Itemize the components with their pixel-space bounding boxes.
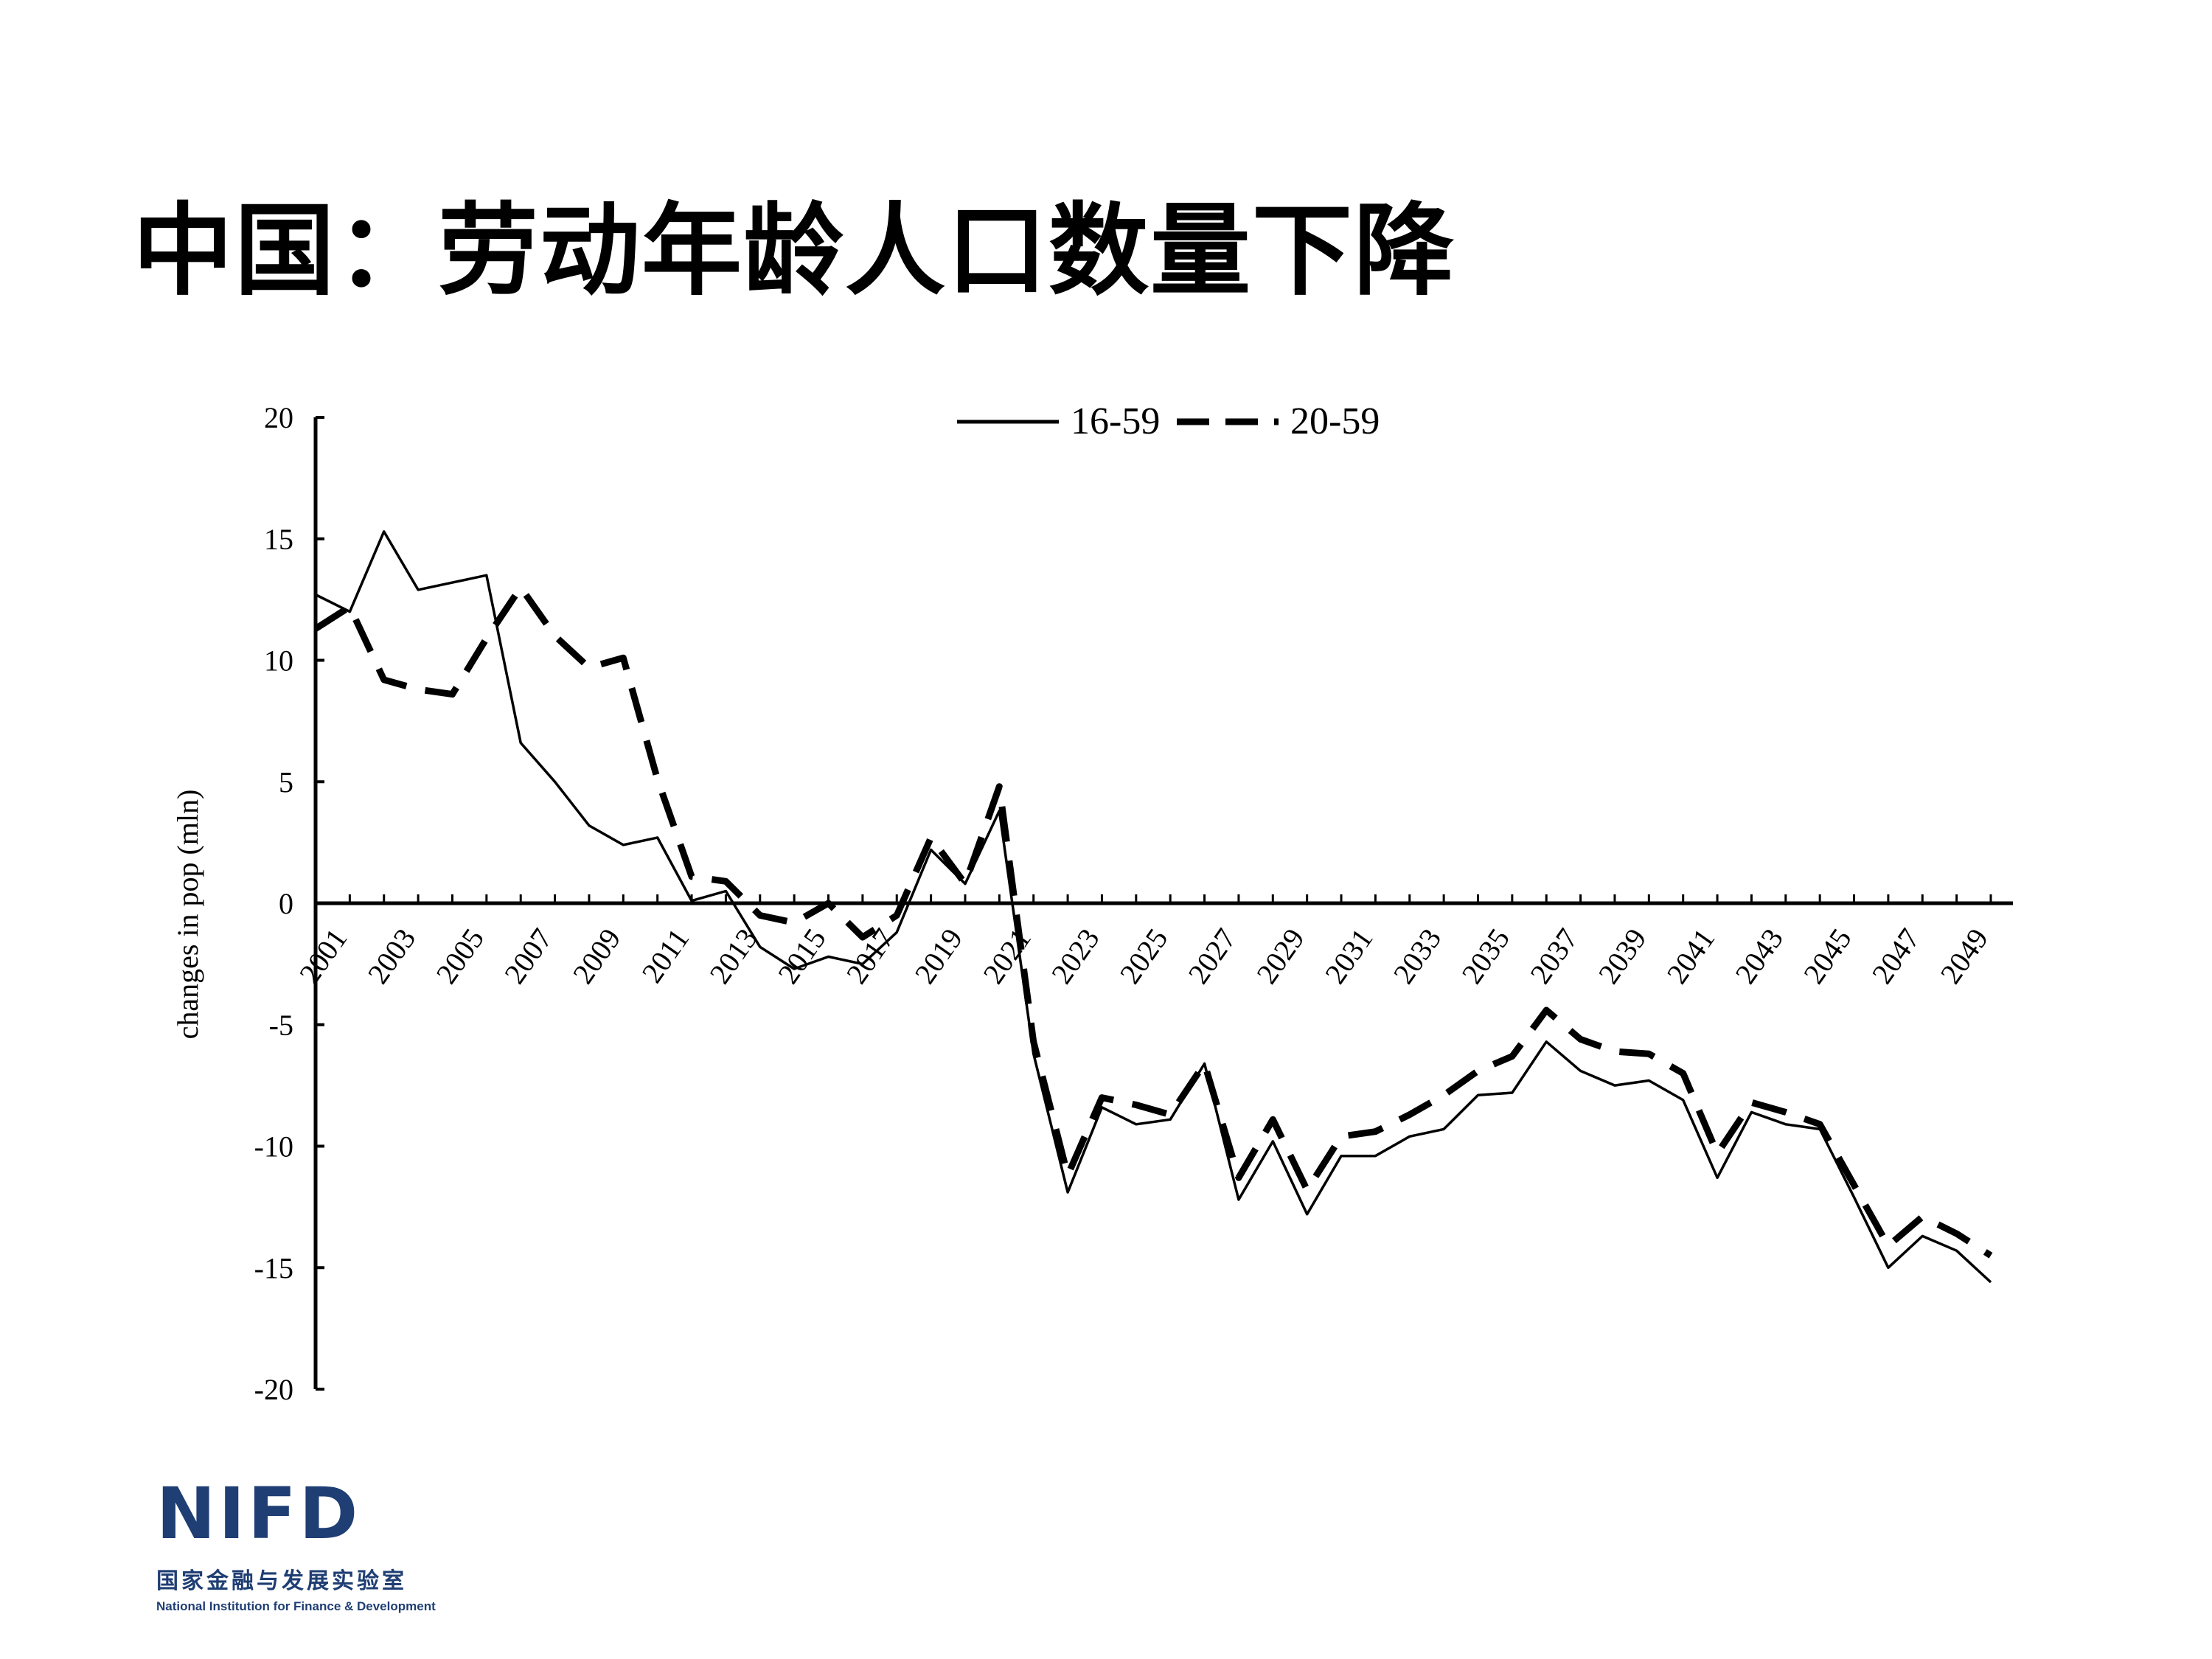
x-tick-label: 2015 (771, 922, 832, 990)
logo-name-cn: 国家金融与发展实验室 (156, 1568, 407, 1594)
x-tick-label: 2001 (293, 922, 354, 990)
x-tick-label: 2031 (1318, 922, 1380, 990)
legend-label: 20-59 (1290, 400, 1380, 442)
y-tick-label: 15 (264, 523, 293, 556)
x-tick-label: 2039 (1592, 922, 1653, 990)
x-tick-label: 2045 (1797, 922, 1858, 990)
y-axis-ticks: 20 15 10 5 0 -5 -10 -15 -20 (254, 401, 324, 1406)
x-tick-label: 2037 (1523, 922, 1585, 990)
y-tick-label: 0 (279, 887, 293, 920)
y-tick-label: 5 (279, 765, 293, 799)
x-tick-label: 2025 (1113, 922, 1175, 990)
x-tick-label: 2033 (1387, 922, 1448, 990)
y-tick-label: -15 (254, 1251, 293, 1284)
x-tick-label: 2027 (1181, 922, 1242, 990)
x-tick-label: 2047 (1865, 922, 1927, 990)
series-line-20-59 (313, 584, 1993, 1259)
logo-name-en: National Institution for Finance & Devel… (156, 1599, 436, 1613)
x-tick-label: 2013 (703, 922, 764, 990)
y-tick-label: 10 (264, 644, 293, 678)
x-tick-label: 2003 (361, 922, 422, 990)
legend-label: 16-59 (1071, 400, 1160, 442)
chart-axes (313, 417, 2013, 1389)
logo-mark: NIFD (156, 1472, 361, 1555)
y-tick-label: -5 (269, 1009, 293, 1042)
x-tick-label: 2019 (908, 922, 969, 990)
y-tick-label: -10 (254, 1130, 293, 1164)
series-layer (313, 530, 1993, 1284)
x-tick-label: 2029 (1250, 922, 1311, 990)
series-line-16-59 (315, 530, 1992, 1284)
y-axis-label: changes in pop (mln) (171, 790, 204, 1040)
x-axis-ticks: 2001 2003 2005 2007 2009 2011 2013 2015 2017 2019… (293, 894, 1994, 990)
chart-legend: 16-59 20-59 (957, 400, 1380, 442)
x-tick-label: 2043 (1728, 922, 1790, 990)
nifd-logo: NIFD 国家金融与发展实验室 National Institution for… (156, 1478, 436, 1614)
x-tick-label: 2041 (1660, 922, 1722, 990)
x-tick-label: 2023 (1045, 922, 1106, 990)
x-tick-label: 2009 (566, 922, 627, 990)
y-tick-label: 20 (264, 401, 293, 434)
page-title: 中国：劳动年龄人口数量下降 (133, 193, 1455, 310)
x-tick-label: 2007 (498, 922, 559, 990)
x-tick-label: 2011 (635, 922, 695, 989)
x-tick-label: 2035 (1455, 922, 1516, 990)
y-tick-label: -20 (254, 1373, 293, 1406)
x-tick-label: 2005 (429, 922, 490, 990)
x-tick-label: 2049 (1933, 922, 1994, 990)
